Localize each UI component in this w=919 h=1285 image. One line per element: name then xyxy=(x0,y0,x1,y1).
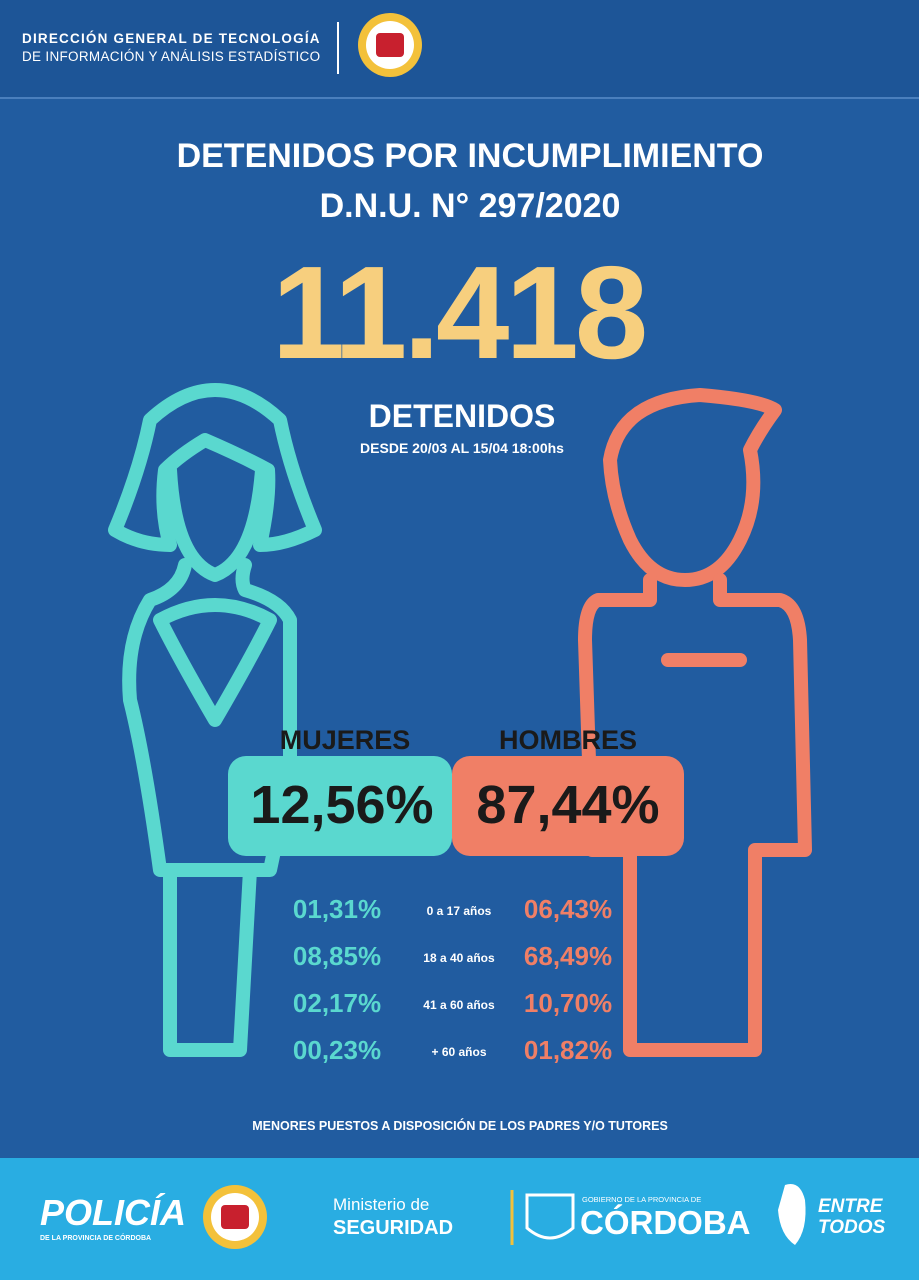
women-percent: 12,56% xyxy=(250,775,433,835)
men-percent: 87,44% xyxy=(476,775,659,835)
title: D.N.U. N° 297/2020 xyxy=(320,187,621,225)
age-range: 18 a 40 años xyxy=(423,951,495,965)
men-age-percent: 10,70% xyxy=(524,988,612,1018)
men-age-percent: 01,82% xyxy=(524,1035,612,1065)
ministerio: Ministerio de xyxy=(333,1195,429,1214)
man-figure xyxy=(578,388,812,1057)
women-badge xyxy=(228,756,452,856)
province-map xyxy=(778,1184,806,1245)
men-label: HOMBRES xyxy=(499,725,637,755)
age-table: 01,31% 0 a 17 años 06,43% 08,85% 18 a 40 año… xyxy=(293,894,612,1065)
seguridad: SEGURIDAD xyxy=(333,1217,453,1239)
total-label: DETENIDOS xyxy=(369,398,556,434)
todos: TODOS xyxy=(818,1217,886,1238)
policia-sub: DE LA PROVINCIA DE CÓRDOBA xyxy=(40,1233,151,1242)
period: DESDE 20/03 AL 15/04 18:00hs xyxy=(360,440,564,456)
header-line: DIRECCIÓN GENERAL DE TECNOLOGÍA xyxy=(22,31,321,46)
women-age-percent: 02,17% xyxy=(293,988,381,1018)
men-age-percent: 06,43% xyxy=(524,894,612,924)
cordoba-shield xyxy=(525,1193,575,1240)
cordoba: CÓRDOBA xyxy=(580,1204,751,1241)
men-badge xyxy=(452,756,684,856)
footer-band xyxy=(0,1158,919,1280)
woman-figure xyxy=(108,383,322,1057)
age-range: 41 a 60 años xyxy=(423,998,495,1012)
women-age-percent: 00,23% xyxy=(293,1035,381,1065)
footer-seal xyxy=(203,1185,267,1249)
note: MENORES PUESTOS A DISPOSICIÓN DE LOS PAD… xyxy=(252,1118,668,1133)
seal xyxy=(358,13,422,77)
entre: ENTRE xyxy=(818,1196,884,1217)
header-band xyxy=(0,0,919,98)
total: 11.418 xyxy=(272,239,645,386)
policia: POLICÍA xyxy=(40,1192,186,1233)
age-range: 0 a 17 años xyxy=(427,904,492,918)
women-age-percent: 08,85% xyxy=(293,941,381,971)
title: DETENIDOS POR INCUMPLIMIENTO xyxy=(177,137,764,175)
women-age-percent: 01,31% xyxy=(293,894,381,924)
women-label: MUJERES xyxy=(280,725,411,755)
men-age-percent: 68,49% xyxy=(524,941,612,971)
age-range: + 60 años xyxy=(431,1045,486,1059)
header-line: DE INFORMACIÓN Y ANÁLISIS ESTADÍSTICO xyxy=(22,49,320,64)
gobierno: GOBIERNO DE LA PROVINCIA DE xyxy=(582,1195,701,1204)
